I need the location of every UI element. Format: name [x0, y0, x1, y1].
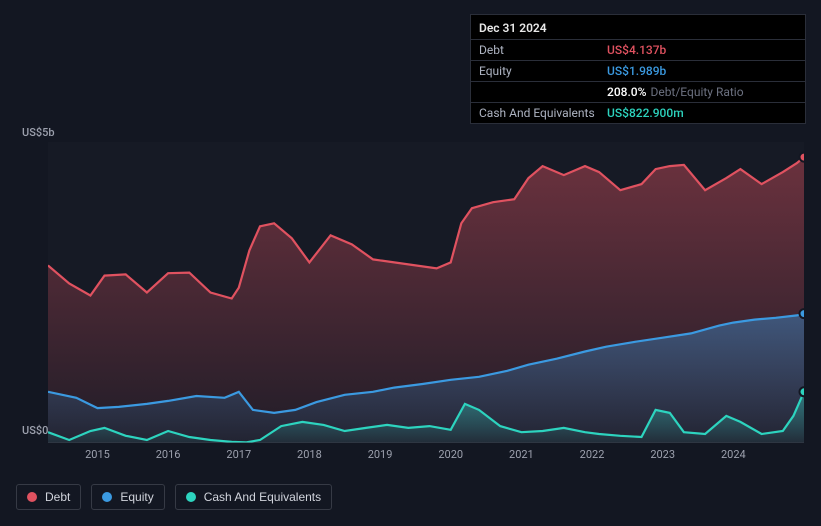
area-chart[interactable] [48, 142, 804, 443]
series-endpoint-debt [800, 153, 805, 162]
tooltip-box: Dec 31 2024 DebtUS$4.137bEquityUS$1.989b… [470, 14, 806, 124]
x-tick: 2019 [368, 448, 393, 461]
y-axis-label-max: US$5b [22, 126, 55, 139]
legend-dot-icon [27, 492, 37, 502]
tooltip-row-label: Debt [479, 43, 607, 57]
x-tick: 2017 [226, 448, 251, 461]
tooltip-row-extra: Debt/Equity Ratio [650, 85, 743, 99]
legend-dot-icon [102, 492, 112, 502]
x-tick: 2024 [721, 448, 746, 461]
legend-label: Debt [45, 490, 70, 504]
y-axis-label-min: US$0 [22, 424, 48, 437]
series-endpoint-equity [800, 309, 805, 318]
x-tick: 2015 [85, 448, 110, 461]
legend-item-equity[interactable]: Equity [91, 484, 164, 510]
tooltip-row: EquityUS$1.989b [471, 61, 805, 82]
tooltip-row-value: US$822.900m [607, 106, 684, 120]
series-endpoint-cash-and-equivalents [800, 387, 805, 396]
tooltip-row: 208.0% Debt/Equity Ratio [471, 82, 805, 103]
tooltip-row: DebtUS$4.137b [471, 40, 805, 61]
legend-label: Cash And Equivalents [204, 490, 321, 504]
legend-label: Equity [120, 490, 153, 504]
tooltip-row-value: US$4.137b [607, 43, 666, 57]
x-tick: 2023 [650, 448, 675, 461]
x-tick: 2020 [438, 448, 463, 461]
x-tick: 2018 [297, 448, 322, 461]
tooltip-row-value: US$1.989b [607, 64, 666, 78]
x-tick: 2021 [509, 448, 534, 461]
legend-dot-icon [186, 492, 196, 502]
tooltip-row: Cash And EquivalentsUS$822.900m [471, 103, 805, 123]
tooltip-row-label: Equity [479, 64, 607, 78]
tooltip-row-label: Cash And Equivalents [479, 106, 607, 120]
tooltip-row-value: 208.0% [607, 85, 646, 99]
legend-item-cash-and-equivalents[interactable]: Cash And Equivalents [175, 484, 332, 510]
x-tick: 2022 [580, 448, 605, 461]
legend-item-debt[interactable]: Debt [16, 484, 81, 510]
tooltip-row-label [479, 85, 607, 99]
tooltip-date: Dec 31 2024 [471, 15, 805, 40]
legend: Debt Equity Cash And Equivalents [16, 484, 332, 510]
x-tick: 2016 [156, 448, 181, 461]
